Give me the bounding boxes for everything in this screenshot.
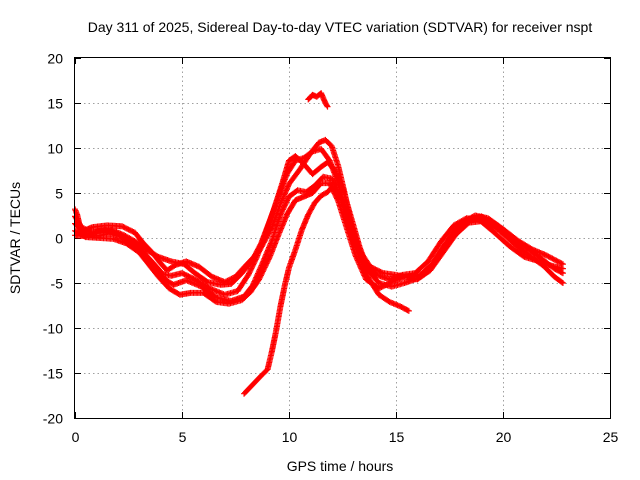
- data-point: [257, 272, 264, 279]
- y-tick-label: 15: [47, 96, 63, 112]
- grid: [75, 58, 610, 418]
- data-point: [557, 259, 564, 266]
- y-tick-label: -20: [43, 411, 63, 427]
- series-track-7: [305, 90, 331, 110]
- data-point: [555, 259, 562, 266]
- data-point: [328, 184, 335, 191]
- data-point: [259, 268, 266, 275]
- data-point: [358, 253, 365, 260]
- data-point: [264, 257, 271, 264]
- y-tick-label: 0: [55, 231, 63, 247]
- data-point: [262, 263, 269, 270]
- data-point: [353, 243, 360, 250]
- data-point: [558, 279, 565, 286]
- data-point: [549, 255, 556, 262]
- data-point: [359, 256, 366, 263]
- y-tick-label: -10: [43, 321, 63, 337]
- series-track-6: [241, 184, 335, 397]
- data-point: [261, 264, 268, 271]
- data-point: [360, 257, 367, 264]
- data-point: [361, 258, 368, 265]
- data-point: [259, 269, 266, 276]
- axis-ticks: 0 5 10 15 20 25 -20 -15 -10 -5 0 5 10 15 20: [43, 51, 619, 446]
- data-point: [559, 265, 566, 272]
- data-points: [72, 90, 566, 397]
- data-point: [260, 267, 267, 274]
- data-point: [323, 102, 330, 109]
- data-point: [264, 259, 271, 266]
- data-point: [548, 254, 555, 261]
- x-tick-label: 25: [603, 429, 619, 445]
- y-tick-label: 10: [47, 141, 63, 157]
- data-point: [356, 249, 363, 256]
- data-point: [258, 271, 265, 278]
- data-point: [546, 254, 553, 261]
- data-point: [257, 273, 264, 280]
- y-tick-label: -15: [43, 366, 63, 382]
- data-point: [324, 103, 331, 110]
- x-tick-label: 10: [282, 429, 298, 445]
- x-tick-label: 0: [72, 429, 80, 445]
- data-point: [358, 252, 365, 259]
- data-point: [352, 240, 359, 247]
- data-point: [552, 256, 559, 263]
- data-point: [554, 258, 561, 265]
- data-point: [359, 254, 366, 261]
- data-point: [361, 260, 368, 267]
- chart-title: Day 311 of 2025, Sidereal Day-to-day VTE…: [88, 19, 593, 35]
- y-tick-label: 5: [55, 186, 63, 202]
- data-point: [355, 247, 362, 254]
- data-point: [256, 275, 263, 282]
- data-point: [354, 245, 361, 252]
- data-point: [545, 253, 552, 260]
- data-point: [327, 185, 334, 192]
- data-point: [334, 196, 341, 203]
- y-axis-label: SDTVAR / TECUs: [7, 182, 23, 294]
- y-tick-label: -5: [51, 276, 64, 292]
- x-axis-label: GPS time / hours: [287, 458, 394, 474]
- x-tick-label: 20: [496, 429, 512, 445]
- y-tick-label: 20: [47, 51, 63, 67]
- data-point: [266, 255, 273, 262]
- series-track-5: [72, 145, 566, 288]
- data-point: [262, 261, 269, 268]
- x-tick-label: 5: [179, 429, 187, 445]
- data-point: [261, 265, 268, 272]
- data-point: [352, 241, 359, 248]
- data-point: [550, 256, 557, 263]
- data-point: [356, 248, 363, 255]
- data-point: [542, 252, 549, 259]
- data-point: [544, 252, 551, 259]
- data-point: [265, 256, 272, 263]
- data-point: [405, 307, 412, 314]
- data-point: [263, 260, 270, 267]
- data-point: [559, 280, 566, 286]
- data-point: [404, 307, 411, 314]
- data-point: [354, 244, 361, 251]
- data-point: [256, 276, 263, 283]
- x-tick-label: 15: [389, 429, 405, 445]
- data-point: [357, 250, 364, 257]
- plot-frame: [74, 57, 611, 419]
- data-point: [553, 257, 560, 264]
